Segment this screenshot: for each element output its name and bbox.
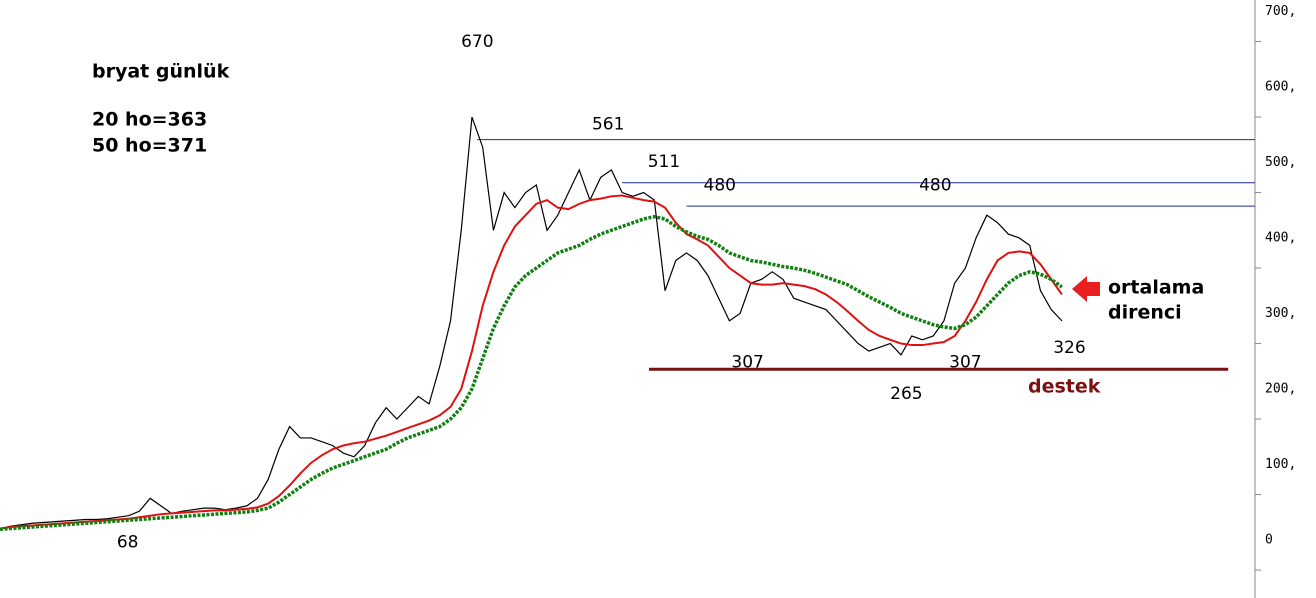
series-line <box>0 214 1063 532</box>
y-tick-label: 700, <box>1265 4 1296 19</box>
annotation: 307 <box>949 352 981 372</box>
y-tick-label: 400, <box>1265 231 1296 246</box>
support-note: destek <box>1028 376 1101 398</box>
y-tick-label: 0 <box>1265 533 1273 548</box>
note: direnci <box>1108 302 1182 324</box>
annotation: 561 <box>592 114 624 134</box>
annotation: 670 <box>461 32 493 52</box>
annotation: 68 <box>117 533 139 553</box>
annotation: 326 <box>1053 338 1085 358</box>
y-tick-label: 300, <box>1265 306 1296 321</box>
note: ortalama <box>1108 277 1204 299</box>
subtitle: 20 ho=363 <box>92 109 207 131</box>
y-tick-label: 500, <box>1265 155 1296 170</box>
y-tick-label: 200, <box>1265 382 1296 397</box>
series-line <box>0 194 1063 530</box>
annotation: 480 <box>704 176 736 196</box>
y-tick-label: 100, <box>1265 457 1296 472</box>
subtitle: 50 ho=371 <box>92 135 207 157</box>
series-line <box>0 116 1063 530</box>
annotation: 307 <box>731 352 763 372</box>
annotation: 511 <box>648 152 680 172</box>
y-tick-label: 600, <box>1265 80 1296 95</box>
annotation: 265 <box>890 384 922 404</box>
annotation: 480 <box>919 176 951 196</box>
arrow <box>1072 276 1100 302</box>
chart-title: bryat günlük <box>92 61 230 83</box>
